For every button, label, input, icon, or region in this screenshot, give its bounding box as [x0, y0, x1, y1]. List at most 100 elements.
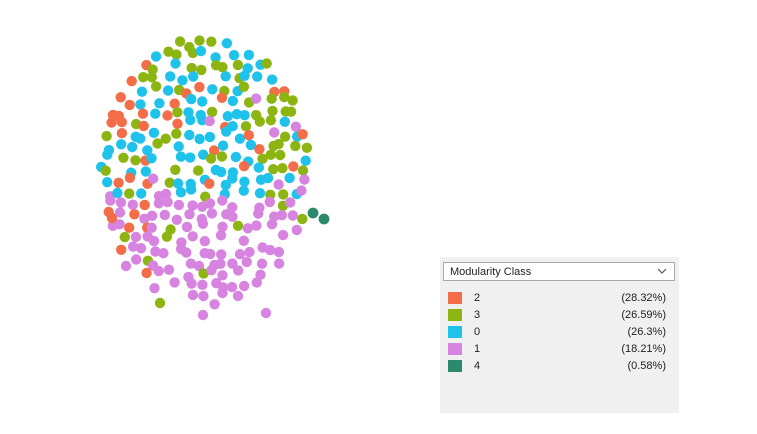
partition-selector[interactable]: Modularity Class [443, 262, 675, 281]
graph-node[interactable] [227, 202, 238, 213]
graph-node[interactable] [238, 185, 249, 196]
graph-node[interactable] [278, 189, 289, 200]
graph-node[interactable] [254, 144, 265, 155]
graph-node[interactable] [146, 153, 157, 164]
graph-node[interactable] [194, 133, 205, 145]
graph-node[interactable] [112, 187, 123, 199]
graph-node[interactable] [118, 152, 129, 163]
graph-node[interactable] [245, 139, 257, 151]
graph-node[interactable] [216, 151, 228, 162]
color-swatch[interactable] [448, 360, 462, 372]
graph-node[interactable] [217, 195, 228, 206]
graph-node[interactable] [197, 279, 208, 290]
graph-node[interactable] [154, 297, 166, 309]
graph-node[interactable] [227, 211, 238, 222]
graph-node[interactable] [277, 163, 288, 174]
graph-node[interactable] [227, 258, 238, 269]
graph-node[interactable] [116, 244, 127, 255]
graph-node[interactable] [162, 110, 173, 121]
graph-node[interactable] [114, 219, 125, 230]
graph-node[interactable] [177, 75, 188, 86]
graph-node[interactable] [277, 229, 289, 241]
graph-node[interactable] [273, 246, 285, 258]
graph-node[interactable] [266, 74, 278, 85]
graph-node[interactable] [153, 265, 164, 277]
graph-node[interactable] [239, 110, 250, 121]
graph-node[interactable] [187, 47, 199, 59]
graph-node[interactable] [284, 172, 295, 184]
graph-node[interactable] [120, 260, 132, 272]
graph-node[interactable] [297, 213, 308, 225]
graph-node[interactable] [181, 221, 193, 233]
graph-node[interactable] [148, 235, 160, 247]
color-swatch[interactable] [448, 309, 462, 321]
graph-node[interactable] [233, 265, 244, 276]
graph-node[interactable] [124, 172, 136, 183]
graph-node[interactable] [297, 129, 308, 140]
color-swatch[interactable] [448, 343, 462, 355]
graph-node[interactable] [149, 283, 160, 294]
graph-node[interactable] [142, 145, 153, 156]
graph-node[interactable] [139, 199, 150, 211]
graph-node[interactable] [261, 58, 272, 69]
graph-node[interactable] [106, 212, 118, 224]
graph-node[interactable] [296, 185, 307, 196]
graph-node[interactable] [207, 84, 218, 95]
graph-node[interactable] [170, 58, 181, 69]
graph-node[interactable] [216, 92, 228, 104]
graph-node[interactable] [130, 155, 141, 166]
graph-node[interactable] [228, 50, 240, 61]
graph-node[interactable] [184, 129, 195, 141]
graph-node[interactable] [267, 105, 278, 117]
graph-node[interactable] [251, 220, 262, 231]
graph-node[interactable] [147, 64, 158, 75]
graph-node[interactable] [238, 235, 249, 246]
graph-node[interactable] [172, 178, 184, 189]
color-swatch[interactable] [448, 292, 462, 304]
graph-node[interactable] [162, 85, 174, 96]
graph-node[interactable] [199, 236, 210, 247]
graph-node[interactable] [197, 218, 209, 229]
graph-node[interactable] [209, 299, 220, 310]
graph-node[interactable] [205, 248, 216, 260]
graph-node[interactable] [185, 258, 197, 269]
graph-node[interactable] [318, 213, 330, 225]
graph-node[interactable] [244, 246, 255, 258]
graph-node[interactable] [169, 98, 180, 109]
graph-node[interactable] [251, 277, 262, 288]
legend-item[interactable]: 3 (26.59%) [448, 308, 672, 325]
legend-item[interactable]: 2 (28.32%) [448, 291, 672, 308]
graph-node[interactable] [241, 256, 252, 268]
graph-node[interactable] [204, 115, 215, 127]
graph-node[interactable] [275, 149, 286, 161]
graph-node[interactable] [242, 223, 253, 234]
graph-node[interactable] [238, 280, 250, 292]
graph-node[interactable] [165, 71, 176, 82]
graph-node[interactable] [206, 265, 217, 276]
graph-node[interactable] [232, 220, 244, 231]
graph-node[interactable] [204, 198, 216, 209]
graph-node[interactable] [265, 149, 276, 160]
graph-node[interactable] [160, 133, 171, 144]
graph-node[interactable] [172, 118, 183, 129]
graph-node[interactable] [173, 199, 185, 211]
graph-node[interactable] [285, 106, 297, 117]
graph-node[interactable] [115, 92, 126, 103]
graph-node[interactable] [217, 287, 228, 299]
graph-node[interactable] [158, 248, 169, 259]
graph-node[interactable] [148, 127, 160, 138]
graph-node[interactable] [175, 151, 187, 162]
graph-node[interactable] [105, 195, 116, 206]
graph-node[interactable] [285, 197, 296, 208]
graph-node[interactable] [198, 149, 209, 160]
graph-node[interactable] [227, 95, 238, 107]
graph-node[interactable] [100, 165, 111, 176]
graph-node[interactable] [215, 166, 227, 178]
graph-node[interactable] [273, 258, 285, 269]
graph-node[interactable] [232, 59, 244, 71]
graph-node[interactable] [264, 196, 275, 208]
graph-node[interactable] [206, 106, 218, 118]
graph-node[interactable] [129, 209, 140, 220]
graph-node[interactable] [231, 109, 242, 120]
graph-node[interactable] [138, 120, 149, 132]
